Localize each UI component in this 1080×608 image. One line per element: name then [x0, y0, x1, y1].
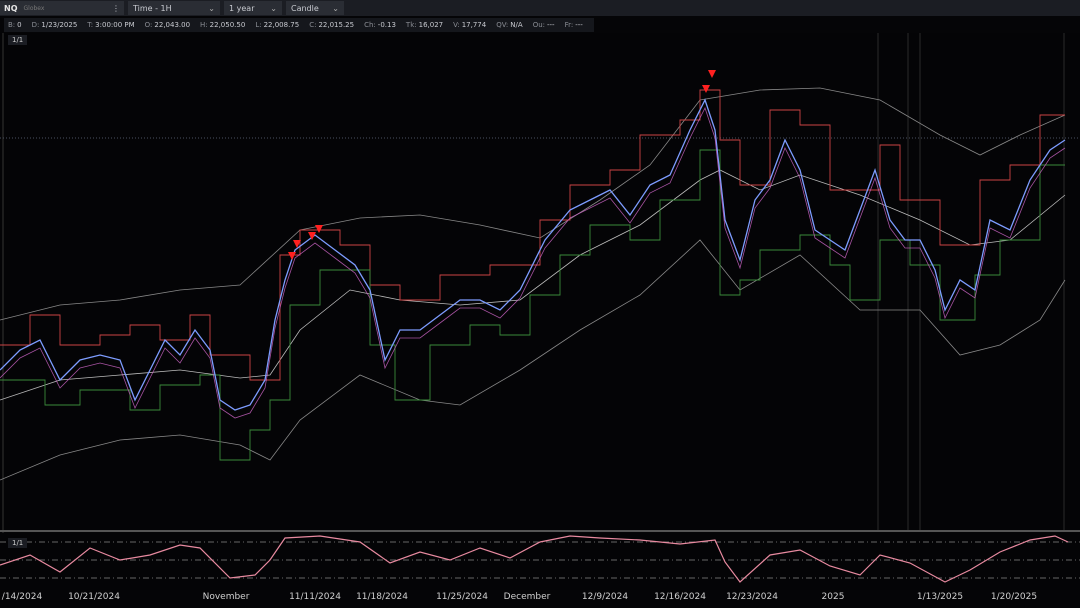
x-axis-label: December — [503, 592, 551, 602]
info-label: L: — [255, 21, 262, 29]
info-value: 3:00:00 PM — [95, 21, 135, 29]
price-wicks — [0, 106, 1066, 419]
info-label: C: — [309, 21, 317, 29]
interval: Time - 1H — [133, 3, 172, 13]
info-field: Ou: --- — [533, 21, 555, 29]
symbol-menu[interactable]: ⋮ — [112, 3, 120, 13]
info-value: --- — [547, 21, 555, 29]
info-field: L: 22,008.75 — [255, 21, 299, 29]
info-label: B: — [8, 21, 16, 29]
info-value: 1/23/2025 — [41, 21, 78, 29]
info-value: -0.13 — [377, 21, 396, 29]
info-label: Fr: — [564, 21, 574, 29]
chart-style: Candle — [291, 3, 319, 13]
info-value: --- — [575, 21, 583, 29]
info-label: H: — [200, 21, 208, 29]
badge-text: 1/1 — [12, 36, 24, 44]
info-label: D: — [31, 21, 40, 29]
info-field: Fr: --- — [565, 21, 583, 29]
info-value: 22,050.50 — [209, 21, 246, 29]
toolbar: NQ Globex ⋮ Time - 1H 1 year Candle — [0, 0, 1080, 16]
range-dropdown[interactable]: 1 year — [224, 1, 282, 15]
moving-average — [0, 169, 1066, 401]
info-value: 22,008.75 — [263, 21, 300, 29]
info-label: O: — [144, 21, 153, 29]
x-axis-label: 11/11/2024 — [289, 592, 341, 602]
info-value: 22,043.00 — [154, 21, 191, 29]
info-field: Ch: -0.13 — [364, 21, 396, 29]
range: 1 year — [229, 3, 255, 13]
oscillator-line — [0, 535, 1069, 583]
x-axis-label: 11/25/2024 — [436, 592, 488, 602]
info-field: O: 22,043.00 — [145, 21, 190, 29]
info-field: H: 22,050.50 — [200, 21, 245, 29]
info-field: T: 3:00:00 PM — [87, 21, 134, 29]
oscillator-pane-badge[interactable]: 1/1 — [8, 538, 28, 548]
x-axis-label: /14/2024 — [1, 592, 43, 602]
info-label: Ou: — [532, 21, 545, 29]
info-label: T: — [87, 21, 94, 29]
info-field: Tk: 16,027 — [406, 21, 443, 29]
lower-band — [0, 239, 1066, 481]
channel-high — [0, 89, 1065, 381]
channel-low — [0, 149, 1065, 461]
style-dropdown[interactable]: Candle — [286, 1, 344, 15]
info-field: D: 1/23/2025 — [32, 21, 78, 29]
info-label: QV: — [496, 21, 509, 29]
x-axis-label: 12/23/2024 — [726, 592, 778, 602]
price-pane-badge[interactable]: 1/1 — [8, 35, 28, 45]
info-value: 22,015.25 — [318, 21, 355, 29]
info-field: V: 17,774 — [453, 21, 486, 29]
info-field: C: 22,015.25 — [309, 21, 354, 29]
info-value: N/A — [510, 21, 523, 29]
info-label: Ch: — [364, 21, 376, 29]
symbol: NQ — [4, 3, 18, 13]
info-field: B: 0 — [8, 21, 22, 29]
info-value: 17,774 — [461, 21, 487, 29]
price-candles — [0, 98, 1066, 411]
x-axis-label: 1/13/2025 — [916, 592, 964, 602]
x-axis-label: 10/21/2024 — [68, 592, 120, 602]
info-label: Tk: — [405, 21, 417, 29]
info-bar: B: 0 D: 1/23/2025 T: 3:00:00 PM O: 22,043.00 H: 2… — [4, 18, 594, 32]
info-field: QV: N/A — [496, 21, 522, 29]
x-axis-label: 12/9/2024 — [581, 592, 629, 602]
symbol-box[interactable]: NQ Globex ⋮ — [0, 1, 124, 15]
price-pane — [0, 33, 1080, 530]
exchange: Globex — [23, 4, 45, 12]
x-axis-label: 2025 — [821, 592, 845, 602]
x-axis-label: November — [202, 592, 250, 602]
badge-text: 1/1 — [12, 539, 24, 547]
info-value: 16,027 — [418, 21, 444, 29]
x-axis-label: 12/16/2024 — [654, 592, 706, 602]
info-label: V: — [453, 21, 460, 29]
x-axis-label: 11/18/2024 — [356, 592, 408, 602]
x-axis-label: 1/20/2025 — [990, 592, 1038, 602]
info-value: 0 — [17, 21, 22, 29]
interval-dropdown[interactable]: Time - 1H — [128, 1, 220, 15]
